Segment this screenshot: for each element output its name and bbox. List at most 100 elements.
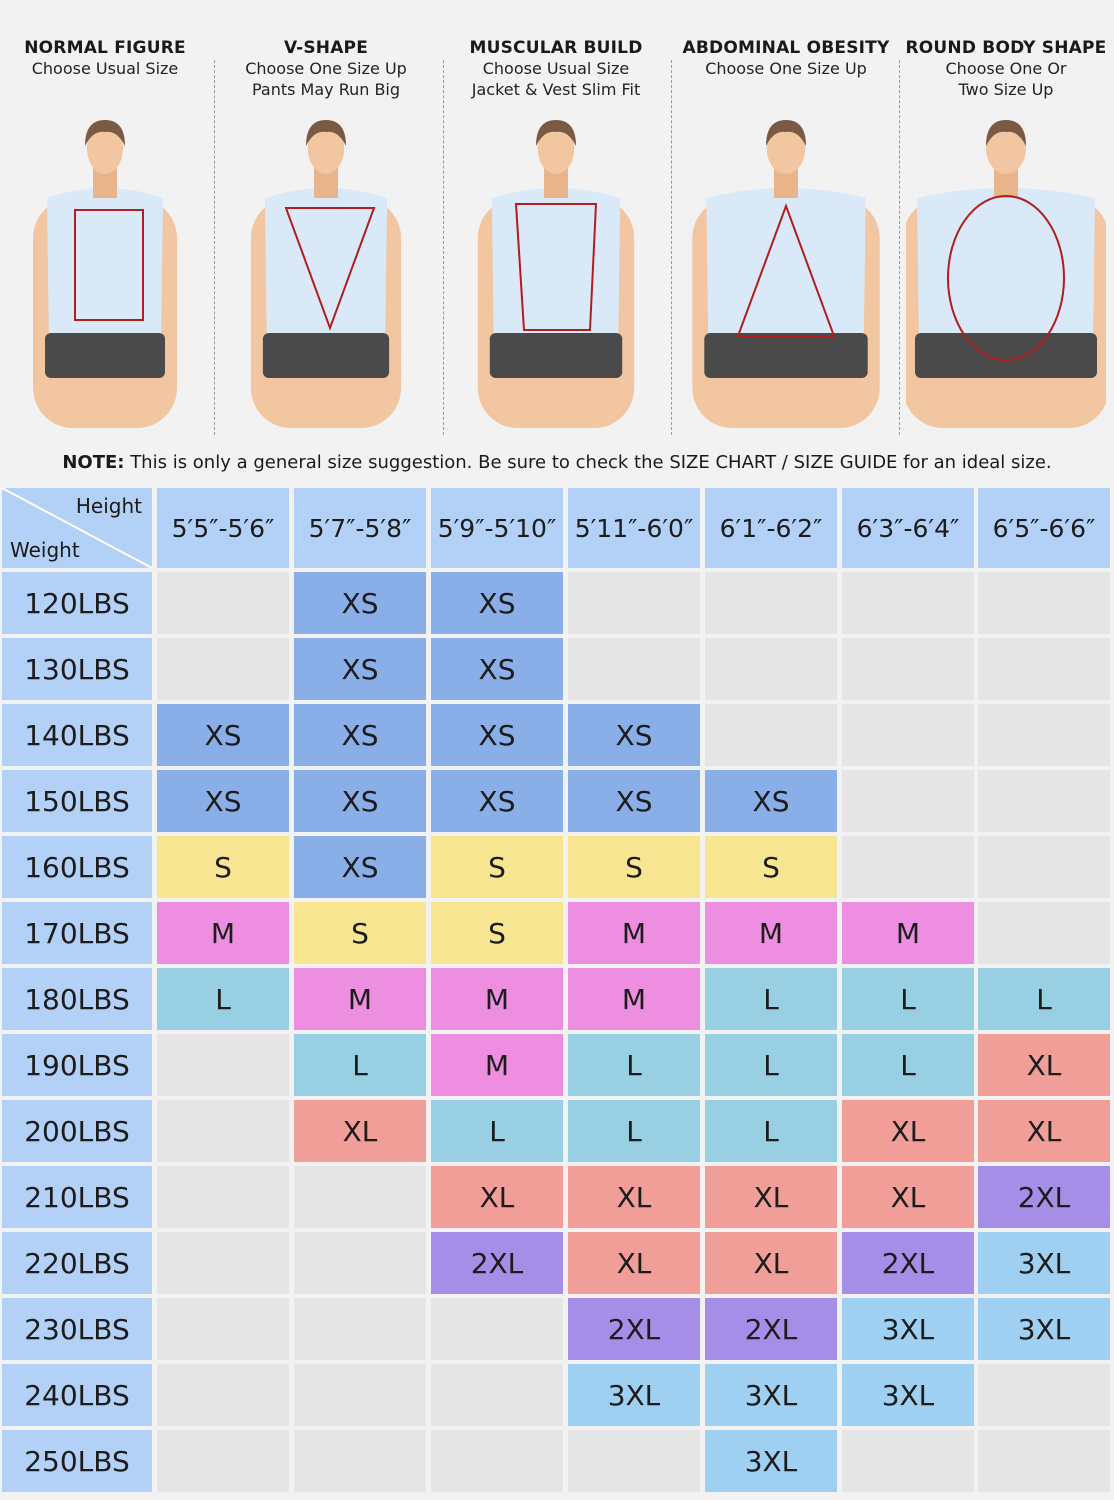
size-cell-xl: XL bbox=[978, 1034, 1110, 1096]
size-cell-xl: XL bbox=[842, 1100, 974, 1162]
body-shape-title: MUSCULAR BUILD bbox=[469, 38, 643, 58]
size-cell-xs: XS bbox=[157, 704, 289, 766]
size-cell-xs: XS bbox=[568, 770, 700, 832]
weight-row-header: 180LBS bbox=[2, 968, 152, 1030]
size-cell-m: M bbox=[842, 902, 974, 964]
body-shape-trapezoid: MUSCULAR BUILD Choose Usual Size Jacket & … bbox=[446, 38, 666, 100]
height-axis-label: Height bbox=[75, 494, 142, 518]
empty-size-cell bbox=[568, 1430, 700, 1492]
size-cell-l: L bbox=[431, 1100, 563, 1162]
weight-row-header: 210LBS bbox=[2, 1166, 152, 1228]
corner-diagonal-line bbox=[2, 488, 152, 568]
empty-size-cell bbox=[842, 638, 974, 700]
weight-row-header: 200LBS bbox=[2, 1100, 152, 1162]
body-shape-title: ROUND BODY SHAPE bbox=[905, 38, 1107, 58]
size-cell-l: L bbox=[568, 1100, 700, 1162]
body-shape-ellipse: ROUND BODY SHAPE Choose One Or Two Size Up bbox=[896, 38, 1114, 100]
size-cell-xs: XS bbox=[294, 638, 426, 700]
empty-size-cell bbox=[294, 1298, 426, 1360]
size-cell-xl: XL bbox=[842, 1166, 974, 1228]
column-divider bbox=[671, 60, 672, 435]
body-figure-illustration bbox=[903, 118, 1109, 437]
size-cell-xl: XL bbox=[705, 1166, 837, 1228]
person-icon bbox=[33, 120, 177, 428]
body-shape-advice: Jacket & Vest Slim Fit bbox=[471, 80, 641, 99]
size-cell-l: L bbox=[157, 968, 289, 1030]
size-cell-l: L bbox=[705, 968, 837, 1030]
size-cell-m: M bbox=[568, 902, 700, 964]
empty-size-cell bbox=[978, 1430, 1110, 1492]
empty-size-cell bbox=[294, 1430, 426, 1492]
empty-size-cell bbox=[431, 1430, 563, 1492]
size-cell-3xl: 3XL bbox=[842, 1364, 974, 1426]
size-cell-m: M bbox=[431, 1034, 563, 1096]
empty-size-cell bbox=[842, 836, 974, 898]
body-shape-advice: Pants May Run Big bbox=[251, 80, 401, 99]
empty-size-cell bbox=[157, 1298, 289, 1360]
empty-size-cell bbox=[978, 836, 1110, 898]
body-shape-advice: Choose Usual Size bbox=[31, 59, 179, 78]
size-cell-xs: XS bbox=[294, 836, 426, 898]
height-column-header: 5′9″-5′10″ bbox=[431, 488, 563, 568]
empty-size-cell bbox=[431, 1298, 563, 1360]
size-cell-3xl: 3XL bbox=[978, 1298, 1110, 1360]
empty-size-cell bbox=[978, 1364, 1110, 1426]
size-cell-l: L bbox=[978, 968, 1110, 1030]
empty-size-cell bbox=[157, 1430, 289, 1492]
body-shape-inverted-triangle: V-SHAPE Choose One Size Up Pants May Run B… bbox=[216, 38, 436, 100]
size-cell-xs: XS bbox=[431, 638, 563, 700]
body-shape-title: V-SHAPE bbox=[283, 38, 369, 58]
empty-size-cell bbox=[705, 704, 837, 766]
size-cell-3xl: 3XL bbox=[705, 1430, 837, 1492]
body-shape-rectangle: NORMAL FIGURE Choose Usual Size bbox=[0, 38, 215, 79]
empty-size-cell bbox=[842, 704, 974, 766]
body-figure-illustration bbox=[686, 118, 886, 437]
note-label: NOTE: bbox=[62, 452, 125, 473]
table-corner-header: Height Weight bbox=[2, 488, 152, 568]
empty-size-cell bbox=[294, 1232, 426, 1294]
empty-size-cell bbox=[294, 1166, 426, 1228]
size-cell-s: S bbox=[157, 836, 289, 898]
height-column-header: 5′7″-5′8″ bbox=[294, 488, 426, 568]
empty-size-cell bbox=[842, 770, 974, 832]
size-cell-s: S bbox=[705, 836, 837, 898]
person-icon bbox=[903, 120, 1109, 428]
empty-size-cell bbox=[157, 1100, 289, 1162]
note-text: This is only a general size suggestion. … bbox=[124, 452, 1052, 473]
size-cell-m: M bbox=[157, 902, 289, 964]
body-shape-advice: Choose One Or bbox=[945, 59, 1067, 78]
weight-row-header: 150LBS bbox=[2, 770, 152, 832]
empty-size-cell bbox=[157, 1034, 289, 1096]
height-column-header: 6′1″-6′2″ bbox=[705, 488, 837, 568]
weight-row-header: 160LBS bbox=[2, 836, 152, 898]
size-cell-2xl: 2XL bbox=[431, 1232, 563, 1294]
body-shape-advice: Choose One Size Up bbox=[705, 59, 867, 78]
body-figure-illustration bbox=[5, 118, 205, 437]
size-cell-2xl: 2XL bbox=[842, 1232, 974, 1294]
size-cell-xl: XL bbox=[568, 1232, 700, 1294]
person-icon bbox=[250, 120, 402, 428]
size-cell-3xl: 3XL bbox=[842, 1298, 974, 1360]
empty-size-cell bbox=[705, 638, 837, 700]
size-cell-3xl: 3XL bbox=[568, 1364, 700, 1426]
size-cell-xl: XL bbox=[294, 1100, 426, 1162]
size-cell-s: S bbox=[431, 836, 563, 898]
size-cell-xl: XL bbox=[431, 1166, 563, 1228]
size-cell-xl: XL bbox=[978, 1100, 1110, 1162]
column-divider bbox=[214, 60, 215, 435]
body-shape-title: NORMAL FIGURE bbox=[24, 38, 186, 58]
size-cell-xs: XS bbox=[431, 704, 563, 766]
height-column-header: 5′11″-6′0″ bbox=[568, 488, 700, 568]
size-cell-l: L bbox=[294, 1034, 426, 1096]
empty-size-cell bbox=[568, 638, 700, 700]
size-cell-l: L bbox=[842, 968, 974, 1030]
weight-row-header: 130LBS bbox=[2, 638, 152, 700]
body-shape-advice: Choose One Size Up bbox=[245, 59, 407, 78]
empty-size-cell bbox=[978, 770, 1110, 832]
size-cell-xs: XS bbox=[431, 770, 563, 832]
size-cell-s: S bbox=[431, 902, 563, 964]
size-cell-3xl: 3XL bbox=[978, 1232, 1110, 1294]
size-cell-m: M bbox=[294, 968, 426, 1030]
size-cell-xs: XS bbox=[157, 770, 289, 832]
